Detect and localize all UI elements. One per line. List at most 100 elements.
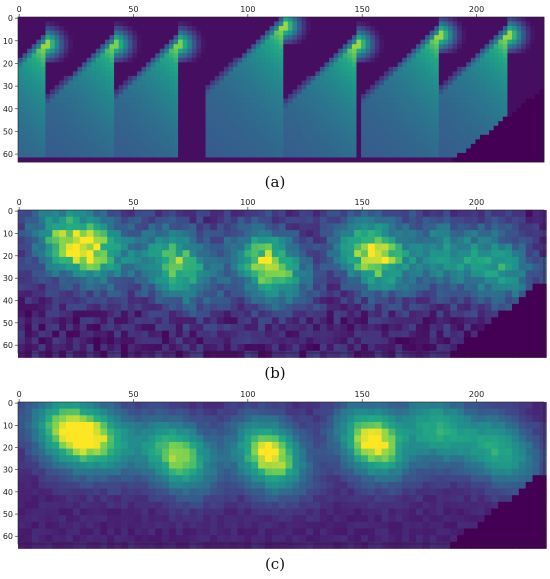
heatmap-cell [361, 263, 369, 271]
heatmap-cell [269, 80, 275, 86]
heatmap-cell [150, 44, 156, 50]
heatmap-cell [54, 134, 60, 140]
heatmap-cell [379, 30, 385, 36]
heatmap-cell [493, 17, 499, 22]
heatmap-cell [255, 94, 261, 99]
heatmap-cell [479, 35, 485, 41]
heatmap-cell [443, 310, 451, 318]
heatmap-cell [409, 256, 417, 265]
heatmap-cell [223, 57, 229, 63]
heatmap-cell [223, 17, 229, 22]
heatmap-cell [402, 277, 410, 285]
heatmap-cell [301, 89, 307, 95]
heatmap-cell [447, 26, 453, 31]
heatmap-cell [525, 98, 531, 104]
heatmap-cell [52, 250, 60, 258]
heatmap-cell [18, 283, 26, 291]
heatmap-cell [324, 84, 330, 90]
heatmap-cell [230, 290, 238, 298]
heatmap-cell [333, 39, 339, 45]
heatmap-cell [429, 84, 435, 90]
heatmap-cell [246, 75, 252, 81]
heatmap-cell [539, 39, 545, 45]
heatmap-cell [114, 17, 120, 22]
heatmap-cell [146, 62, 152, 68]
heatmap-cell [347, 107, 353, 113]
heatmap-cell [63, 26, 69, 31]
heatmap-cell [182, 297, 190, 305]
heatmap-cell [274, 103, 280, 109]
heatmap-cell [406, 116, 412, 122]
heatmap-cell [525, 53, 531, 59]
heatmap-cell [54, 62, 60, 68]
heatmap-cell [326, 283, 334, 291]
heatmap-cell [361, 80, 367, 86]
heatmap-cell [40, 125, 46, 131]
heatmap-cell [452, 94, 458, 99]
heatmap-cell [383, 112, 389, 118]
heatmap-cell [82, 107, 87, 113]
heatmap-cell [425, 157, 431, 163]
heatmap-cell [77, 139, 83, 145]
heatmap-cell [150, 66, 156, 72]
heatmap-cell [484, 57, 490, 63]
heatmap-cell [278, 290, 286, 298]
heatmap-cell [297, 57, 302, 63]
heatmap-cell [450, 223, 458, 231]
heatmap-cell [36, 44, 42, 50]
heatmap-cell [498, 71, 504, 77]
heatmap-cell [489, 39, 495, 45]
heatmap-cell [489, 98, 495, 104]
heatmap-cell [342, 89, 348, 95]
heatmap-cell [450, 216, 458, 224]
heatmap-cell [79, 216, 88, 224]
heatmap-cell [196, 116, 202, 122]
heatmap-cell [516, 53, 522, 59]
heatmap-cell [420, 66, 426, 72]
heatmap-cell [242, 71, 248, 77]
heatmap-cell [68, 84, 74, 90]
heatmap-cell [370, 84, 376, 90]
heatmap-cell [436, 250, 444, 258]
heatmap-cell [285, 270, 293, 278]
heatmap-cell [214, 143, 220, 149]
heatmap-cell [388, 107, 394, 113]
heatmap-cell [104, 30, 110, 36]
heatmap-cell [461, 44, 467, 50]
heatmap-cell [63, 98, 69, 104]
heatmap-cell [452, 107, 458, 113]
heatmap-cell [491, 223, 499, 231]
heatmap-cell [319, 230, 328, 238]
heatmap-cell [118, 139, 124, 145]
heatmap-cell [285, 243, 293, 251]
heatmap-cell [511, 236, 520, 244]
heatmap-cell [219, 84, 225, 90]
heatmap-cell [370, 57, 376, 63]
heatmap-cell [244, 243, 252, 251]
heatmap-cell [269, 94, 275, 99]
heatmap-cell [118, 143, 124, 149]
heatmap-cell [118, 148, 124, 154]
heatmap-cell [66, 256, 74, 265]
heatmap-cell [292, 303, 300, 311]
heatmap-cell [507, 152, 513, 158]
heatmap-cell [283, 48, 289, 54]
heatmap-cell [324, 53, 330, 59]
heatmap-cell [319, 143, 325, 149]
heatmap-cell [374, 112, 380, 118]
heatmap-cell [136, 53, 142, 59]
heatmap-cell [27, 84, 33, 90]
heatmap-cell [283, 107, 289, 113]
heatmap-cell [351, 57, 357, 63]
heatmap-cell [205, 121, 211, 127]
heatmap-cell [429, 94, 435, 99]
heatmap-cell [109, 134, 115, 140]
heatmap-cell [374, 263, 383, 271]
heatmap-cell [264, 66, 270, 72]
heatmap-cell [219, 148, 225, 154]
heatmap-cell [255, 98, 261, 104]
heatmap-cell [45, 210, 53, 218]
heatmap-cell [114, 98, 120, 104]
heatmap-cell [24, 263, 33, 271]
